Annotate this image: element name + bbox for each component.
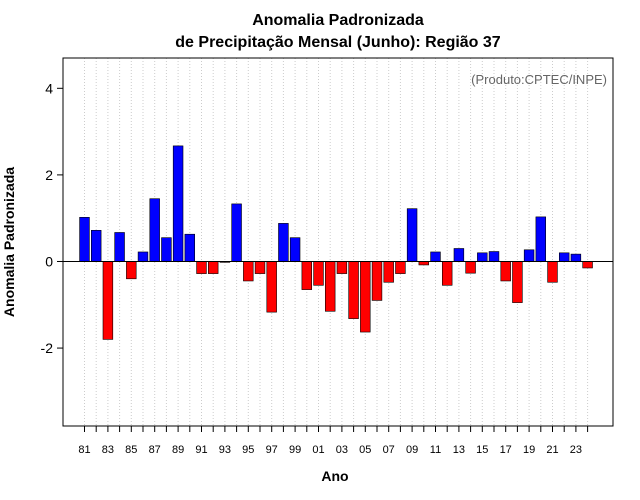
x-tick-label: 89 [172,444,184,456]
bar-08 [395,261,406,274]
x-tick-label: 99 [289,444,301,456]
bar-95 [243,261,254,282]
x-axis: 81 83 85 87 89 91 93 95 97 99 01 03 05 07 09 11 13 15 17 19… [78,426,589,456]
x-tick-label: 81 [78,444,90,456]
bar-05 [360,261,371,333]
y-tick-label: 4 [45,80,53,96]
bar-17 [500,261,511,282]
y-tick-label: 2 [45,167,53,183]
bar-87 [149,198,160,262]
x-tick-label: 87 [149,444,161,456]
bar-15 [477,252,488,262]
x-tick-label: 85 [125,444,137,456]
x-tick-label: 03 [336,444,348,456]
x-tick-label: 91 [195,444,207,456]
x-tick-label: 21 [546,444,558,456]
y-axis: -2 0 2 4 [41,80,63,356]
x-tick-label: 17 [500,444,512,456]
bar-00 [301,261,312,290]
bar-18 [512,261,523,303]
x-tick-label: 05 [359,444,371,456]
bar-20 [535,216,547,262]
bar-21 [547,261,558,283]
bar-82 [91,230,102,262]
bar-97 [266,261,277,313]
bar-11 [430,251,441,262]
bar-92 [208,261,219,274]
bar-04 [348,261,359,319]
x-tick-label: 01 [312,444,324,456]
bar-94 [231,203,242,262]
bar-06 [371,261,383,301]
x-tick-label: 83 [102,444,114,456]
bar-88 [161,237,172,262]
plot-area-frame [62,57,614,427]
y-tick-label: 0 [45,253,53,269]
chart-title-line1: Anomalia Padronizada [252,12,424,29]
bar-13 [453,248,465,262]
bar-83 [102,261,114,340]
credit-label: (Produto:CPTEC/INPE) [471,72,607,87]
x-tick-label: 07 [383,444,395,456]
bar-14 [465,261,476,274]
bar-86 [137,251,149,262]
x-tick-label: 15 [476,444,488,456]
bar-07 [383,261,394,283]
x-tick-label: 11 [430,444,441,456]
x-tick-label: 19 [523,444,535,456]
bar-01 [313,261,324,286]
x-tick-label: 09 [406,444,418,456]
x-tick-label: 13 [453,444,465,456]
x-axis-title: Ano [321,468,348,484]
bar-85 [126,261,137,280]
bar-22 [558,252,570,262]
bar-12 [441,261,453,286]
x-tick-label: 97 [266,444,278,456]
bar-90 [184,233,195,262]
y-tick-label: -2 [41,340,54,356]
bar-09 [406,208,418,262]
bar-series [79,145,593,340]
bar-98 [278,223,289,262]
bar-02 [324,261,336,312]
bar-89 [172,145,184,262]
vertical-gridlines [84,58,589,426]
x-tick-label: 23 [570,444,582,456]
bar-24 [582,261,593,269]
chart-title-line2: de Precipitação Mensal (Junho): Região 3… [175,34,501,51]
bar-91 [196,261,207,274]
bar-10 [418,261,429,266]
bar-16 [488,251,500,262]
bar-23 [570,253,582,262]
y-axis-title: Anomalia Padronizada [1,167,17,317]
bar-03 [336,261,348,274]
bar-19 [523,249,535,262]
bar-84 [114,232,125,262]
x-tick-label: 93 [219,444,231,456]
bar-96 [254,261,266,274]
bar-81 [79,217,90,262]
bar-99 [289,237,301,262]
x-tick-label: 95 [242,444,254,456]
